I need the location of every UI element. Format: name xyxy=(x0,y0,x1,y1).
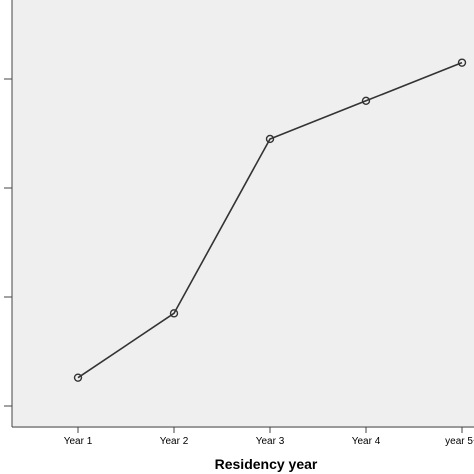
data-point xyxy=(457,58,467,67)
x-axis-ticks xyxy=(77,427,463,433)
x-tick-label: Year 3 xyxy=(256,436,285,447)
y-axis-ticks xyxy=(4,78,12,407)
series-line xyxy=(77,61,463,379)
data-point xyxy=(73,373,83,382)
data-series xyxy=(73,58,467,382)
data-point xyxy=(169,309,179,318)
data-point xyxy=(265,134,275,144)
x-axis-tick-labels: Year 1 Year 2 Year 3 Year 4 year 5+ xyxy=(64,436,474,447)
data-point xyxy=(361,96,371,106)
x-tick-label: Year 1 xyxy=(64,436,93,447)
x-tick-label: year 5+ xyxy=(445,436,474,447)
x-tick-label: Year 4 xyxy=(352,436,381,447)
x-axis-title: Residency year xyxy=(215,456,318,472)
x-tick-label: Year 2 xyxy=(160,436,189,447)
plot-area xyxy=(12,0,474,428)
